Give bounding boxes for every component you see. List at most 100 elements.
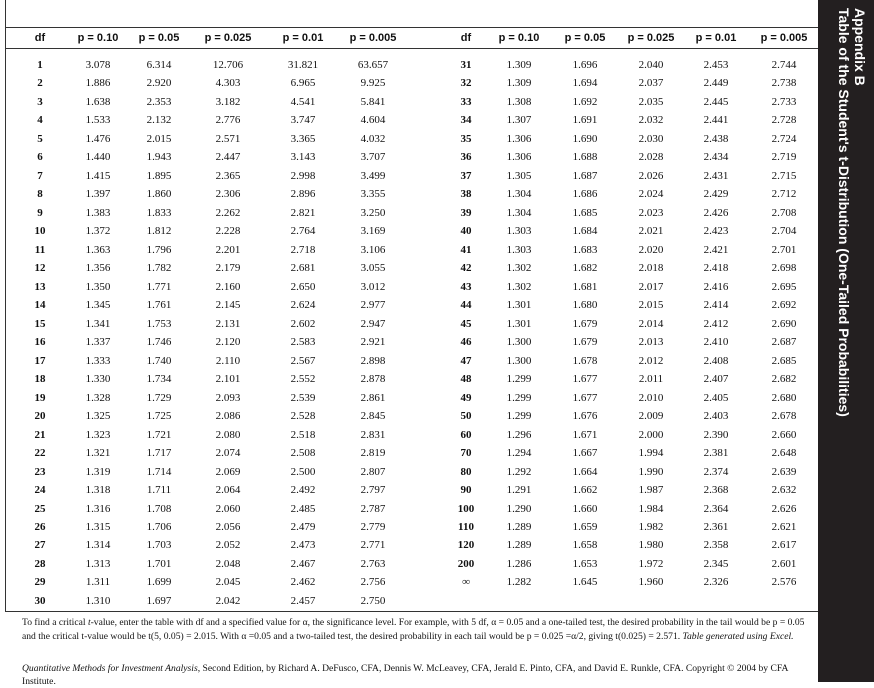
df-cell: 8 <box>37 188 43 200</box>
value-cell-p-0-005: 5.841 <box>360 96 386 108</box>
appendix-sidebar <box>818 0 874 682</box>
value-cell-p-0-005: 2.687 <box>771 336 797 348</box>
value-cell-p-0-01: 2.453 <box>703 59 729 71</box>
value-cell-p-0-025: 2.228 <box>215 225 241 237</box>
value-cell-p-0-05: 1.659 <box>572 521 598 533</box>
value-cell-p-0-01: 2.508 <box>290 447 316 459</box>
value-cell-p-0-10: 1.282 <box>506 576 532 588</box>
value-cell-p-0-10: 1.638 <box>85 96 111 108</box>
value-cell-p-0-01: 2.681 <box>290 262 316 274</box>
value-cell-p-0-025: 2.262 <box>215 207 241 219</box>
df-cell: 1 <box>37 59 43 71</box>
value-cell-p-0-005: 2.682 <box>771 373 797 385</box>
value-cell-p-0-025: 2.052 <box>215 539 241 551</box>
value-cell-p-0-10: 1.315 <box>85 521 111 533</box>
df-cell: 29 <box>34 576 46 588</box>
value-cell-p-0-01: 2.431 <box>703 170 729 182</box>
df-cell: 35 <box>460 133 472 145</box>
value-cell-p-0-10: 1.533 <box>85 114 111 126</box>
df-cell: 110 <box>458 521 474 533</box>
value-cell-p-0-05: 1.679 <box>572 336 598 348</box>
value-cell-p-0-05: 1.753 <box>146 318 172 330</box>
value-cell-p-0-005: 2.744 <box>771 59 797 71</box>
value-cell-p-0-025: 2.023 <box>638 207 664 219</box>
value-cell-p-0-10: 1.309 <box>506 59 532 71</box>
value-cell-p-0-05: 1.658 <box>572 539 598 551</box>
value-cell-p-0-005: 2.724 <box>771 133 797 145</box>
value-cell-p-0-10: 1.363 <box>85 244 111 256</box>
value-cell-p-0-10: 1.300 <box>506 355 532 367</box>
value-cell-p-0-05: 1.685 <box>572 207 598 219</box>
df-cell: 36 <box>460 151 472 163</box>
header-p-0-10: p = 0.10 <box>498 32 540 44</box>
value-cell-p-0-01: 4.541 <box>290 96 316 108</box>
value-cell-p-0-005: 2.632 <box>771 484 797 496</box>
value-cell-p-0-05: 1.664 <box>572 466 598 478</box>
value-cell-p-0-05: 1.714 <box>146 466 172 478</box>
value-cell-p-0-005: 2.601 <box>771 558 797 570</box>
value-cell-p-0-005: 2.678 <box>771 410 797 422</box>
df-cell: 18 <box>34 373 46 385</box>
df-cell: ∞ <box>462 576 470 588</box>
df-cell: 46 <box>460 336 472 348</box>
df-cell: 90 <box>460 484 472 496</box>
value-cell-p-0-05: 1.677 <box>572 392 598 404</box>
value-cell-p-0-005: 2.715 <box>771 170 797 182</box>
value-cell-p-0-10: 1.314 <box>85 539 111 551</box>
value-cell-p-0-10: 1.350 <box>85 281 111 293</box>
value-cell-p-0-01: 2.449 <box>703 77 729 89</box>
value-cell-p-0-005: 2.831 <box>360 429 386 441</box>
value-cell-p-0-05: 1.708 <box>146 503 172 515</box>
df-cell: 38 <box>460 188 472 200</box>
value-cell-p-0-025: 2.179 <box>215 262 241 274</box>
value-cell-p-0-01: 2.998 <box>290 170 316 182</box>
value-cell-p-0-05: 1.717 <box>146 447 172 459</box>
value-cell-p-0-01: 2.539 <box>290 392 316 404</box>
value-cell-p-0-10: 1.308 <box>506 96 532 108</box>
value-cell-p-0-10: 1.319 <box>85 466 111 478</box>
value-cell-p-0-01: 2.368 <box>703 484 729 496</box>
value-cell-p-0-005: 2.750 <box>360 595 386 607</box>
value-cell-p-0-025: 1.960 <box>638 576 664 588</box>
value-cell-p-0-10: 1.304 <box>506 188 532 200</box>
value-cell-p-0-005: 2.845 <box>360 410 386 422</box>
value-cell-p-0-01: 2.434 <box>703 151 729 163</box>
value-cell-p-0-10: 3.078 <box>85 59 111 71</box>
df-cell: 4 <box>37 114 43 126</box>
value-cell-p-0-10: 1.305 <box>506 170 532 182</box>
note-t: t <box>87 617 91 628</box>
header-p-0-025: p = 0.025 <box>627 32 675 44</box>
value-cell-p-0-10: 1.289 <box>506 539 532 551</box>
df-cell: 34 <box>460 114 472 126</box>
value-cell-p-0-005: 3.055 <box>360 262 386 274</box>
df-cell: 5 <box>37 133 43 145</box>
value-cell-p-0-10: 1.886 <box>85 77 111 89</box>
df-cell: 40 <box>460 225 472 237</box>
df-cell: 41 <box>460 244 472 256</box>
value-cell-p-0-005: 2.977 <box>360 299 386 311</box>
value-cell-p-0-05: 2.353 <box>146 96 172 108</box>
value-cell-p-0-05: 1.740 <box>146 355 172 367</box>
value-cell-p-0-025: 1.972 <box>638 558 664 570</box>
header-p-0-05: p = 0.05 <box>564 32 606 44</box>
value-cell-p-0-10: 1.299 <box>506 410 532 422</box>
value-cell-p-0-025: 2.306 <box>215 188 241 200</box>
df-cell: 45 <box>460 318 472 330</box>
value-cell-p-0-005: 2.698 <box>771 262 797 274</box>
value-cell-p-0-025: 3.182 <box>215 96 241 108</box>
df-cell: 10 <box>34 225 46 237</box>
df-cell: 60 <box>460 429 472 441</box>
header-p-0-005: p = 0.005 <box>349 32 397 44</box>
value-cell-p-0-05: 1.701 <box>146 558 172 570</box>
value-cell-p-0-10: 1.290 <box>506 503 532 515</box>
value-cell-p-0-01: 2.441 <box>703 114 729 126</box>
value-cell-p-0-025: 2.010 <box>638 392 664 404</box>
value-cell-p-0-01: 2.602 <box>290 318 316 330</box>
note-text-2: -value, enter the table with df and a sp… <box>22 617 805 642</box>
df-cell: 3 <box>37 96 43 108</box>
value-cell-p-0-10: 1.299 <box>506 392 532 404</box>
value-cell-p-0-025: 2.021 <box>638 225 664 237</box>
header-p-0-01: p = 0.01 <box>695 32 737 44</box>
value-cell-p-0-10: 1.307 <box>506 114 532 126</box>
value-cell-p-0-005: 2.763 <box>360 558 386 570</box>
